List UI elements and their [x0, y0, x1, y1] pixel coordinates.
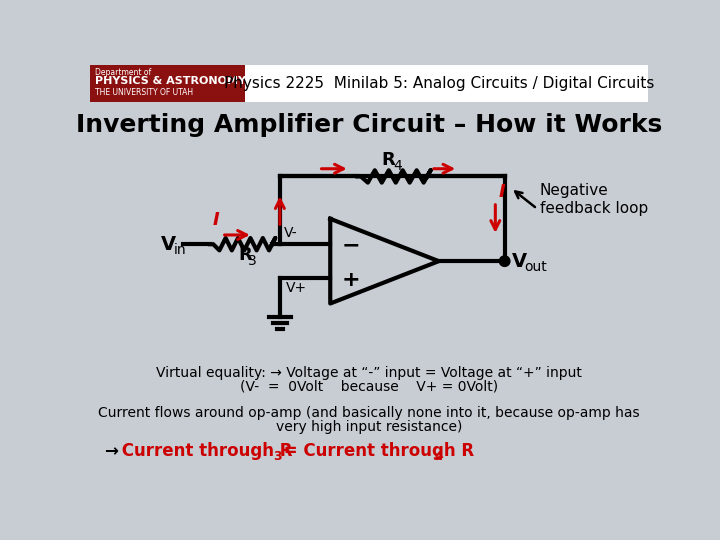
Text: V+: V+ [286, 281, 307, 295]
Text: Negative
feedback loop: Negative feedback loop [539, 184, 648, 216]
Text: 4: 4 [434, 450, 443, 463]
Text: 4: 4 [393, 159, 402, 173]
Text: out: out [524, 260, 546, 274]
Text: V-: V- [284, 226, 297, 240]
Text: +: + [342, 269, 361, 289]
Text: 3: 3 [273, 450, 282, 463]
Text: −: − [342, 236, 361, 256]
Text: V: V [513, 252, 528, 271]
Text: I: I [212, 211, 219, 229]
Text: PHYSICS & ASTRONOMY: PHYSICS & ASTRONOMY [96, 76, 246, 86]
Text: R: R [382, 151, 395, 169]
Text: Inverting Amplifier Circuit – How it Works: Inverting Amplifier Circuit – How it Wor… [76, 113, 662, 137]
Text: very high input resistance): very high input resistance) [276, 420, 462, 434]
Text: Physics 2225  Minilab 5: Analog Circuits / Digital Circuits: Physics 2225 Minilab 5: Analog Circuits … [224, 76, 654, 91]
Text: R: R [238, 246, 252, 264]
Text: →: → [104, 442, 118, 460]
Text: THE UNIVERSITY OF UTAH: THE UNIVERSITY OF UTAH [96, 88, 194, 97]
Text: (V-  =  0Volt    because    V+ = 0Volt): (V- = 0Volt because V+ = 0Volt) [240, 380, 498, 394]
Text: 3: 3 [248, 254, 257, 268]
Bar [90, 65, 648, 102]
Text: Current through R: Current through R [116, 442, 292, 460]
Text: Current flows around op-amp (and basically none into it, because op-amp has: Current flows around op-amp (and basical… [98, 406, 640, 420]
Bar [90, 65, 245, 102]
Text: I: I [498, 183, 505, 201]
Text: Department of: Department of [96, 68, 152, 77]
Text: in: in [174, 244, 186, 258]
Text: V: V [161, 235, 176, 254]
Text: = Current through R: = Current through R [277, 442, 474, 460]
Text: Virtual equality: → Voltage at “-” input = Voltage at “+” input: Virtual equality: → Voltage at “-” input… [156, 366, 582, 380]
